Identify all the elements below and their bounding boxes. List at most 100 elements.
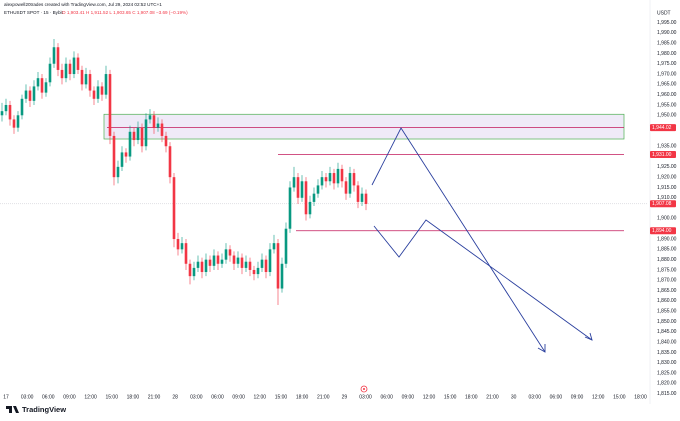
y-tick-label: 1,880.00 [657,257,677,263]
x-tick-label: 12:00 [592,394,605,400]
candle-body [172,177,176,240]
candle-body [228,249,232,256]
x-tick-label: 03:00 [190,394,203,400]
candle-body [48,63,52,83]
candle-body [316,185,320,194]
y-tick-label: 1,975.00 [657,61,677,67]
candle-body [12,119,16,128]
candle-body [236,257,240,264]
candle-body [332,173,336,184]
x-tick-label: 06:00 [550,394,563,400]
x-tick-label: 15:00 [275,394,288,400]
zone [103,113,625,140]
y-tick-label: 1,995.00 [657,20,677,26]
candle-body [88,74,92,91]
author-line: alexpowell20trades created with TradingV… [4,2,162,7]
y-tick-label: 1,815.00 [657,391,677,397]
candle-body [16,115,20,128]
y-tick-label: 1,855.00 [657,309,677,315]
x-tick-label: 12:00 [84,394,97,400]
candle-body [164,135,168,147]
candle-body [204,259,208,273]
x-tick-label: 12:00 [423,394,436,400]
candle-body [276,243,280,289]
arrow-head [584,332,593,341]
candle-body [4,104,8,112]
candle-body [40,78,44,93]
price-tag [650,227,676,235]
candle-body [176,239,180,250]
candle-body [32,86,36,101]
x-tick-label: 15:00 [444,394,457,400]
logo: TradingView [6,405,66,414]
candle-body [188,263,192,277]
candle-body [308,201,312,215]
candle-body [220,259,224,264]
y-tick-label: 1,910.00 [657,195,677,201]
price-tag [650,150,676,158]
candle-body [196,261,200,268]
candle-body [264,259,268,273]
logo-icon [6,406,19,413]
candle-body [20,98,24,116]
x-tick-label: 18:00 [634,394,647,400]
candle-body [52,47,56,64]
x-tick-label: 09:00 [232,394,245,400]
candle-body [288,187,292,229]
candle-body [80,69,84,85]
candle-body [116,166,120,178]
x-tick-label: 06:00 [211,394,224,400]
candle-body [144,119,148,147]
y-tick-label: 1,850.00 [657,319,677,325]
marker-dot [363,388,365,390]
x-tick-label: 09:00 [402,394,415,400]
candle-body [340,168,344,182]
candle-body [124,152,128,157]
candle-body [192,267,196,277]
x-tick-label: 06:00 [380,394,393,400]
candle-body [72,57,76,75]
candle-body [120,152,124,167]
y-tick-label: 1,865.00 [657,288,677,294]
x-tick-label: 03:00 [21,394,34,400]
x-tick-label: 29 [342,394,348,400]
candle-body [268,249,272,273]
candle-body [104,74,108,95]
candle-body [272,243,276,250]
candle-body [148,115,152,120]
arrow [371,127,546,353]
candle-body [168,146,172,178]
arrow [373,219,593,341]
y-tick-label: 1,955.00 [657,102,677,108]
x-tick-label: 09:00 [571,394,584,400]
marker-icon[interactable] [360,385,368,393]
x-tick-label: 09:00 [63,394,76,400]
candle-body [24,90,28,99]
candle-body [312,193,316,202]
candle-body [252,269,256,275]
x-tick-label: 15:00 [613,394,626,400]
candle-body [180,243,184,250]
price-tag-label: 1,894.00 [652,228,672,234]
y-tick-label: 1,970.00 [657,71,677,77]
candle-body [304,181,308,215]
logo-text: TradingView [22,405,66,414]
candle-body [92,90,96,99]
candle-body [296,177,300,198]
y-tick-label: 1,845.00 [657,329,677,335]
y-tick-label: 1,925.00 [657,164,677,170]
y-tick-label: 1,890.00 [657,236,677,242]
candle-body [256,267,260,275]
drawings: 1,944.02 1,931.00 1,894.00 1,907.08 [0,0,676,404]
candle-body [324,177,328,182]
price-tag [650,200,676,208]
x-tick-label: 21:00 [148,394,161,400]
candle-body [44,82,48,93]
y-tick-label: 1,840.00 [657,339,677,345]
candle-body [208,259,212,266]
y-tick-label: 1,965.00 [657,82,677,88]
arrow-head [537,344,546,353]
ohlc: O 1,903.41 H 1,911.52 L 1,903.65 C 1,907… [62,10,188,15]
candle-body [280,263,284,289]
